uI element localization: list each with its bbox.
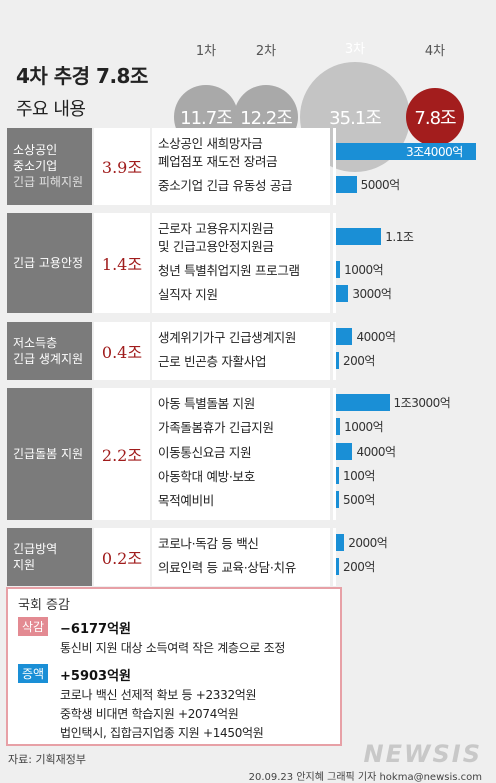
item-name: 근로 빈곤층 자활사업	[158, 353, 267, 369]
bar-value-label: 3조4000억	[406, 145, 463, 159]
add-badge: 증액	[18, 664, 49, 683]
item-name: 중소기업 긴급 유동성 공급	[158, 178, 293, 194]
assembly-changes-box: 국회 증감 삭감 −6177억원 통신비 지원 대상 소득여력 작은 계층으로 …	[6, 587, 342, 746]
cut-line: 통신비 지원 대상 소득여력 작은 계층으로 조정	[60, 641, 286, 655]
category-line: 긴급방역	[13, 541, 58, 556]
bar-value-label: 1000억	[344, 262, 384, 277]
add-line: 중학생 비대면 학습지원 +2074억원	[60, 707, 239, 721]
category-line: 소상공인	[13, 143, 58, 158]
item-name: 및 긴급고용안정지원금	[158, 238, 274, 254]
bar-value-label: 5000억	[360, 178, 401, 193]
value-bar	[336, 491, 339, 509]
item-name: 실직자 지원	[158, 287, 218, 303]
item-name: 근로자 고용유지지원금	[158, 220, 274, 236]
value-bar	[336, 227, 382, 245]
page-title: 4차 추경 7.8조	[16, 64, 148, 88]
bar-value-label: 200억	[343, 559, 375, 574]
group-amount: 1.4조	[94, 212, 150, 314]
assembly-heading: 국회 증감	[18, 598, 70, 613]
bar-value-label: 2000억	[348, 535, 388, 550]
bar-value-label: 1.1조	[385, 229, 414, 244]
item-name: 폐업점포 재도전 장려금	[158, 154, 278, 169]
category-label: 긴급방역 지원	[7, 527, 92, 587]
bar-value-label: 3000억	[352, 287, 392, 302]
category-line: 긴급 생계지원	[13, 351, 84, 366]
category-sub: 긴급 피해지원	[13, 175, 84, 190]
round-circle: 7.8조	[406, 88, 464, 146]
category-line: 중소기업	[13, 159, 58, 174]
value-bar	[336, 176, 357, 194]
bar-value-label: 100억	[343, 469, 375, 483]
cut-amount: −6177억원	[60, 622, 131, 637]
item-name: 아동학대 예방·보호	[158, 468, 255, 484]
group-amount: 0.2조	[94, 527, 150, 587]
value-bar	[336, 351, 339, 369]
separator	[333, 321, 336, 381]
category-line: 저소득층	[13, 335, 58, 350]
group-amount: 3.9조	[94, 128, 150, 205]
item-name: 의료인력 등 교육·상담·치유	[158, 559, 296, 575]
category-line: 지원	[13, 557, 36, 572]
value-bar	[336, 394, 390, 412]
item-name: 목적예비비	[158, 493, 215, 509]
value-bar	[336, 327, 353, 345]
newsis-logo: NEWSIS	[363, 740, 482, 768]
round-label: 4차	[424, 44, 446, 59]
round-label: 2차	[255, 44, 277, 59]
value-bar	[336, 442, 353, 460]
item-name: 생계위기가구 긴급생계지원	[158, 329, 297, 345]
bar-value-label: 1000억	[344, 420, 384, 435]
value-bar	[336, 418, 341, 436]
round-label: 3차	[344, 42, 366, 57]
category-label: 긴급돌봄 지원	[7, 388, 92, 520]
category-label: 저소득층 긴급 생계지원	[7, 321, 92, 381]
category-label: 소상공인 중소기업 긴급 피해지원	[7, 128, 92, 205]
category-line: 긴급돌봄 지원	[13, 446, 84, 461]
group-amount: 2.2조	[94, 388, 150, 520]
separator	[333, 527, 336, 587]
add-line: 법인택시, 집합금지업종 지원 +1450억원	[60, 726, 264, 740]
category-line: 긴급 고용안정	[13, 256, 84, 271]
bar-value-label: 4000억	[356, 329, 396, 344]
value-bar	[336, 285, 349, 303]
value-bar	[336, 557, 339, 575]
separator	[333, 212, 336, 314]
item-name: 코로나·독감 등 백신	[158, 535, 259, 551]
item-name: 이동통신요금 지원	[158, 444, 252, 460]
item-name: 소상공인 새희망자금	[158, 136, 263, 151]
round-label: 1차	[195, 44, 217, 59]
item-name: 아동 특별돌봄 지원	[158, 396, 255, 412]
bar-value-label: 500억	[343, 493, 375, 508]
bar-value-label: 1조3000억	[393, 396, 451, 411]
add-amount: +5903억원	[60, 669, 131, 684]
item-name: 가족돌봄휴가 긴급지원	[158, 420, 274, 436]
separator	[333, 388, 336, 520]
source-note: 자료: 기획재정부	[8, 753, 87, 766]
category-label: 긴급 고용안정	[7, 212, 92, 314]
value-bar	[336, 467, 339, 484]
bar-value-label: 200억	[343, 353, 375, 368]
separator	[333, 128, 336, 205]
cut-badge: 삭감	[18, 617, 49, 636]
value-bar	[336, 533, 345, 551]
credit-line: 20.09.23 안지혜 그래픽 기자 hokma@newsis.com	[248, 772, 482, 783]
item-name: 청년 특별취업지원 프로그램	[158, 262, 300, 278]
bar-value-label: 4000억	[356, 444, 396, 459]
value-bar	[336, 143, 476, 160]
value-bar	[336, 260, 341, 278]
add-line: 코로나 백신 선제적 확보 등 +2332억원	[60, 688, 257, 702]
page-subtitle: 주요 내용	[16, 99, 86, 120]
group-amount: 0.4조	[94, 321, 150, 381]
